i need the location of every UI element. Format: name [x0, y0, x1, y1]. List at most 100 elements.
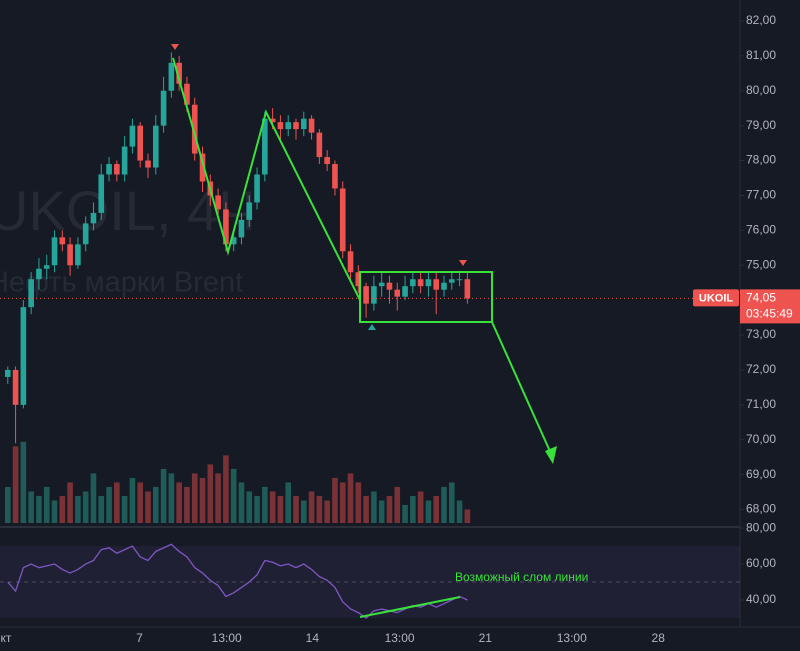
y-tick-label: 69,00: [746, 467, 776, 481]
volume-bar: [28, 491, 34, 523]
y-tick-label: 40,00: [746, 592, 776, 606]
volume-bar: [129, 477, 136, 523]
candle-body: [168, 62, 175, 91]
signal: [368, 324, 376, 330]
volume-bar: [277, 495, 284, 523]
candle-body: [184, 83, 190, 105]
volume-bar: [67, 482, 73, 523]
volume-bar: [160, 468, 167, 523]
candle-body: [363, 286, 369, 304]
candle-body: [223, 209, 229, 245]
volume-bar: [121, 495, 128, 523]
candle-body: [4, 369, 11, 377]
volume-bar: [230, 468, 237, 523]
annotation: Возможный слом линии: [455, 570, 588, 584]
candle-body: [394, 289, 401, 297]
volume-bar: [332, 477, 338, 523]
drawings: [172, 57, 557, 618]
y-tick-label: 78,00: [746, 153, 776, 167]
volume-bar: [402, 504, 408, 523]
volume-bar: [215, 473, 221, 523]
volume-bar: [347, 473, 354, 523]
candle-body: [293, 122, 299, 130]
price-tag: [740, 289, 800, 324]
candle-body: [417, 279, 424, 287]
volume-bar: [355, 482, 362, 523]
candle-body: [441, 282, 447, 290]
candle-body: [339, 188, 346, 252]
rsi-trendline: [359, 596, 461, 618]
candle-body: [36, 268, 42, 280]
y-tick-label: 70,00: [746, 432, 776, 446]
candle-body: [230, 237, 237, 245]
candle-body: [67, 244, 73, 266]
volume-bar: [152, 486, 159, 523]
candle-body: [75, 244, 81, 266]
symbol-label: UKOIL: [699, 292, 734, 304]
watermark: UKOIL, 4Ч: [0, 179, 256, 242]
y-tick-label: 81,00: [746, 48, 776, 62]
price-label: 74,05: [746, 291, 776, 305]
x-tick-label: 13:00: [385, 631, 415, 645]
candle-body: [215, 195, 221, 210]
countdown-label: 03:45:49: [746, 307, 793, 321]
y-tick-label: 73,00: [746, 327, 776, 341]
volume-bar: [386, 495, 393, 523]
x-tick-label: 21: [479, 631, 493, 645]
volume-bar: [394, 486, 401, 523]
candle-body: [347, 251, 354, 273]
candle-body: [137, 125, 144, 161]
volume-bar: [378, 500, 385, 523]
x-tick-label: кт: [1, 631, 12, 645]
y-tick-label: 75,00: [746, 257, 776, 271]
forecast-arrow: [491, 321, 554, 459]
volume-bar: [433, 495, 440, 523]
candle-body: [59, 237, 66, 245]
volume-bar: [464, 509, 471, 523]
volume-bar: [137, 482, 144, 523]
volume-bar: [269, 491, 276, 523]
volume-bar: [82, 491, 89, 523]
candle-body: [378, 282, 385, 287]
volume-bar: [176, 482, 182, 523]
x-tick-label: 13:00: [557, 631, 587, 645]
volume-bar: [324, 500, 330, 523]
candle-body: [324, 157, 330, 165]
arrow-head: [545, 446, 557, 464]
y-tick-label: 77,00: [746, 188, 776, 202]
candle-body: [176, 62, 182, 84]
candle-body: [300, 118, 307, 130]
volume-bar: [308, 491, 315, 523]
volume-bar: [223, 455, 229, 523]
volume-bar: [199, 477, 206, 523]
candle-body: [160, 90, 167, 126]
candle-body: [152, 125, 159, 168]
volume-bar: [246, 491, 253, 523]
y-tick-label: 68,00: [746, 502, 776, 516]
y-tick-label: 82,00: [746, 13, 776, 27]
volume-bar: [36, 495, 42, 523]
volume-bar: [114, 482, 120, 523]
candle-body: [448, 279, 455, 283]
zigzag: [172, 57, 361, 301]
volume-bar: [262, 486, 268, 523]
volume-bar: [106, 486, 112, 523]
candle-body: [82, 223, 89, 245]
candle-body: [433, 279, 440, 290]
candle-body: [12, 369, 19, 405]
volume-bar: [448, 482, 455, 523]
candle-body: [285, 122, 292, 130]
candle-body: [308, 118, 315, 133]
candle-body: [371, 286, 377, 304]
volume-bar: [238, 482, 245, 523]
candle-body: [386, 282, 393, 290]
candle-body: [402, 286, 408, 297]
volume-bar: [59, 495, 66, 523]
candle-body: [98, 174, 105, 213]
x-tick-label: 13:00: [212, 631, 242, 645]
candle-body: [106, 164, 112, 175]
y-tick-label: 76,00: [746, 223, 776, 237]
